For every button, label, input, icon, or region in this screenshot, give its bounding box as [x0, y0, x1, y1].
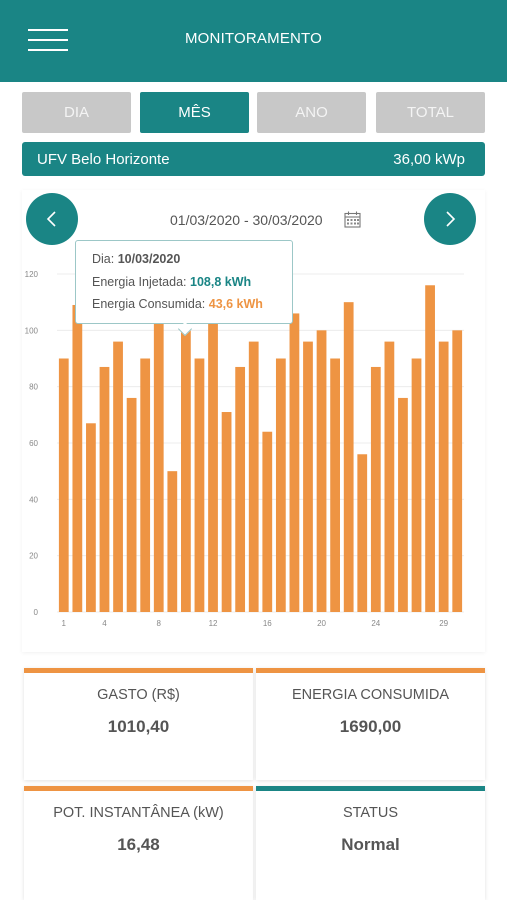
stat-card-potencia: POT. INSTANTÂNEA (kW) 16,48: [24, 786, 253, 900]
chevron-left-icon: [46, 211, 56, 227]
period-tabs: DIA MÊS ANO TOTAL: [22, 92, 485, 134]
tab-total[interactable]: TOTAL: [376, 92, 485, 133]
bar-day-8[interactable]: [153, 316, 164, 612]
stat-label: ENERGIA CONSUMIDA: [291, 687, 450, 703]
hamburger-icon[interactable]: [28, 27, 68, 53]
bar-day-26[interactable]: [398, 397, 408, 612]
bar-day-28[interactable]: [425, 285, 435, 612]
y-tick-label: 60: [29, 439, 38, 448]
plant-name: UFV Belo Horizonte: [37, 151, 170, 168]
y-tick-label: 120: [25, 270, 39, 279]
bar-day-2[interactable]: [72, 304, 83, 612]
y-tick-label: 20: [29, 552, 38, 561]
bar-day-27[interactable]: [411, 358, 422, 613]
bar-day-29[interactable]: [438, 341, 449, 612]
stat-label: STATUS: [342, 805, 399, 821]
bar-day-7[interactable]: [140, 358, 151, 613]
plant-selector[interactable]: UFV Belo Horizonte 36,00 kWp: [22, 142, 485, 176]
bar-day-5[interactable]: [113, 341, 123, 612]
bar-day-6[interactable]: [126, 397, 137, 612]
x-tick-label: 20: [317, 619, 326, 628]
x-tick-label: 12: [209, 619, 218, 628]
bar-day-30[interactable]: [452, 330, 463, 612]
bar-day-15[interactable]: [248, 341, 259, 612]
page-title: MONITORAMENTO: [184, 30, 323, 47]
bar-day-9[interactable]: [167, 471, 178, 612]
x-tick-label: 29: [439, 619, 448, 628]
bar-day-21[interactable]: [330, 358, 341, 613]
next-period-button[interactable]: [424, 193, 476, 245]
stat-label: POT. INSTANTÂNEA (kW): [53, 805, 224, 821]
tooltip-injected-label: Energia Injetada:: [92, 275, 187, 289]
bar-day-3[interactable]: [86, 423, 96, 612]
tooltip-consumed-label: Energia Consumida:: [92, 297, 206, 311]
bar-day-22[interactable]: [343, 302, 354, 612]
bar-day-24[interactable]: [370, 366, 381, 612]
stat-card-status: STATUS Normal: [256, 786, 485, 900]
chart-card: 01/03/2020 - 30/03/2020 0 20 40 60 80 100 120 1…: [22, 190, 485, 652]
x-tick-label: 8: [157, 619, 162, 628]
bar-day-16[interactable]: [262, 431, 273, 612]
bar-day-23[interactable]: [357, 454, 368, 612]
stat-value: 16,48: [117, 835, 160, 854]
bar-day-19[interactable]: [303, 341, 313, 612]
stat-card-gasto: GASTO (R$) 1010,40: [24, 668, 253, 780]
x-tick-label: 16: [263, 619, 272, 628]
y-tick-label: 100: [25, 326, 39, 335]
bar-day-18[interactable]: [289, 313, 300, 612]
date-range: 01/03/2020 - 30/03/2020: [170, 212, 323, 228]
y-tick-label: 80: [29, 383, 38, 392]
tab-dia[interactable]: DIA: [22, 92, 131, 133]
energy-bar-chart: 0 20 40 60 80 100 120 1 4 8 12 16 20 24 29: [25, 270, 464, 628]
tab-mes[interactable]: MÊS: [140, 92, 249, 133]
bar-day-11[interactable]: [194, 358, 205, 613]
chevron-right-icon: [446, 211, 456, 227]
stat-value: 1010,40: [107, 717, 170, 736]
stat-card-energia-consumida: ENERGIA CONSUMIDA 1690,00: [256, 668, 485, 780]
bar-day-17[interactable]: [275, 358, 286, 613]
calendar-icon[interactable]: [344, 211, 361, 228]
bar-day-4[interactable]: [99, 366, 110, 612]
tab-ano[interactable]: ANO: [257, 92, 366, 133]
stat-label: GASTO (R$): [97, 687, 180, 703]
bar-day-13[interactable]: [221, 412, 232, 612]
x-tick-label: 1: [62, 619, 67, 628]
bar-day-14[interactable]: [235, 366, 246, 612]
bar-day-20[interactable]: [316, 330, 327, 612]
stat-value: 1690,00: [339, 717, 402, 736]
bar-day-10[interactable]: [180, 330, 191, 612]
y-tick-label: 40: [29, 495, 38, 504]
y-tick-label: 0: [34, 608, 39, 617]
x-tick-label: 4: [102, 619, 107, 628]
app-header: MONITORAMENTO: [0, 0, 507, 82]
bar-day-12[interactable]: [208, 316, 218, 612]
tooltip-day-value: 10/03/2020: [117, 252, 181, 266]
x-tick-label: 24: [371, 619, 380, 628]
bar-tooltip: Dia: 10/03/2020 Energia Injetada: 108,8 …: [75, 240, 293, 337]
bar-day-25[interactable]: [384, 341, 395, 612]
stat-value: Normal: [341, 835, 400, 854]
plant-power: 36,00 kWp: [393, 151, 465, 168]
bar-day-1[interactable]: [58, 358, 69, 613]
tooltip-injected-value: 108,8 kWh: [190, 275, 252, 289]
tooltip-consumed-value: 43,6 kWh: [208, 297, 263, 311]
tooltip-day-label: Dia:: [92, 252, 115, 266]
previous-period-button[interactable]: [26, 193, 78, 245]
